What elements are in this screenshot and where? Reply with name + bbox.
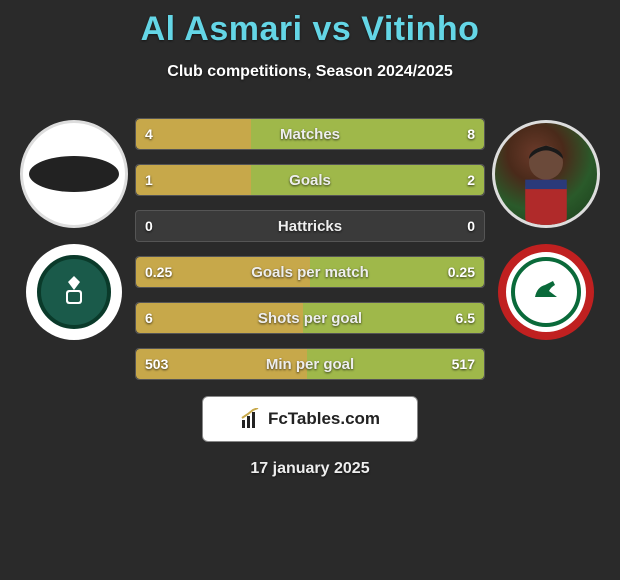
stat-row: 6 Shots per goal 6.5 (135, 302, 485, 334)
player-left-club-badge (26, 244, 122, 340)
comparison-area: 4 Matches 8 1 Goals 2 0 Hattricks 0 0.25 Goals per… (0, 110, 620, 380)
player-right-club-badge (498, 244, 594, 340)
stat-label: Goals (289, 172, 331, 189)
stat-row: 1 Goals 2 (135, 164, 485, 196)
stat-value-left: 0.25 (145, 264, 172, 280)
stat-row: 4 Matches 8 (135, 118, 485, 150)
page-title: Al Asmari vs Vitinho (0, 0, 620, 49)
stat-value-right: 0.25 (448, 264, 475, 280)
stat-label: Goals per match (251, 264, 369, 281)
chart-icon (240, 408, 262, 430)
stat-label: Matches (280, 126, 340, 143)
stat-row: 503 Min per goal 517 (135, 348, 485, 380)
left-player-column (19, 110, 129, 380)
branding-text: FcTables.com (268, 409, 380, 429)
stat-value-left: 0 (145, 218, 153, 234)
branding-badge[interactable]: FcTables.com (202, 396, 418, 442)
stat-value-left: 1 (145, 172, 153, 188)
bar-fill-right (251, 165, 484, 195)
stat-label: Shots per goal (258, 310, 362, 327)
subtitle: Club competitions, Season 2024/2025 (0, 63, 620, 81)
bar-fill-left (136, 119, 251, 149)
ettifaq-crest-icon (511, 257, 581, 327)
date-label: 17 january 2025 (250, 460, 369, 478)
stat-value-right: 517 (452, 356, 475, 372)
horse-icon (531, 277, 561, 307)
stat-value-right: 0 (467, 218, 475, 234)
stat-label: Min per goal (266, 356, 354, 373)
stat-value-right: 8 (467, 126, 475, 142)
player-left-avatar (20, 120, 128, 228)
stat-label: Hattricks (278, 218, 342, 235)
bar-fill-left (136, 165, 251, 195)
stat-value-right: 2 (467, 172, 475, 188)
stat-value-left: 6 (145, 310, 153, 326)
player-right-avatar (492, 120, 600, 228)
avatar-placeholder-icon (29, 156, 119, 192)
right-player-column (491, 110, 601, 380)
stat-row: 0.25 Goals per match 0.25 (135, 256, 485, 288)
stat-row: 0 Hattricks 0 (135, 210, 485, 242)
stat-value-left: 4 (145, 126, 153, 142)
stat-value-right: 6.5 (456, 310, 475, 326)
ahli-crest-icon (37, 255, 111, 329)
stat-value-left: 503 (145, 356, 168, 372)
stat-bars: 4 Matches 8 1 Goals 2 0 Hattricks 0 0.25 Goals per… (135, 110, 485, 380)
